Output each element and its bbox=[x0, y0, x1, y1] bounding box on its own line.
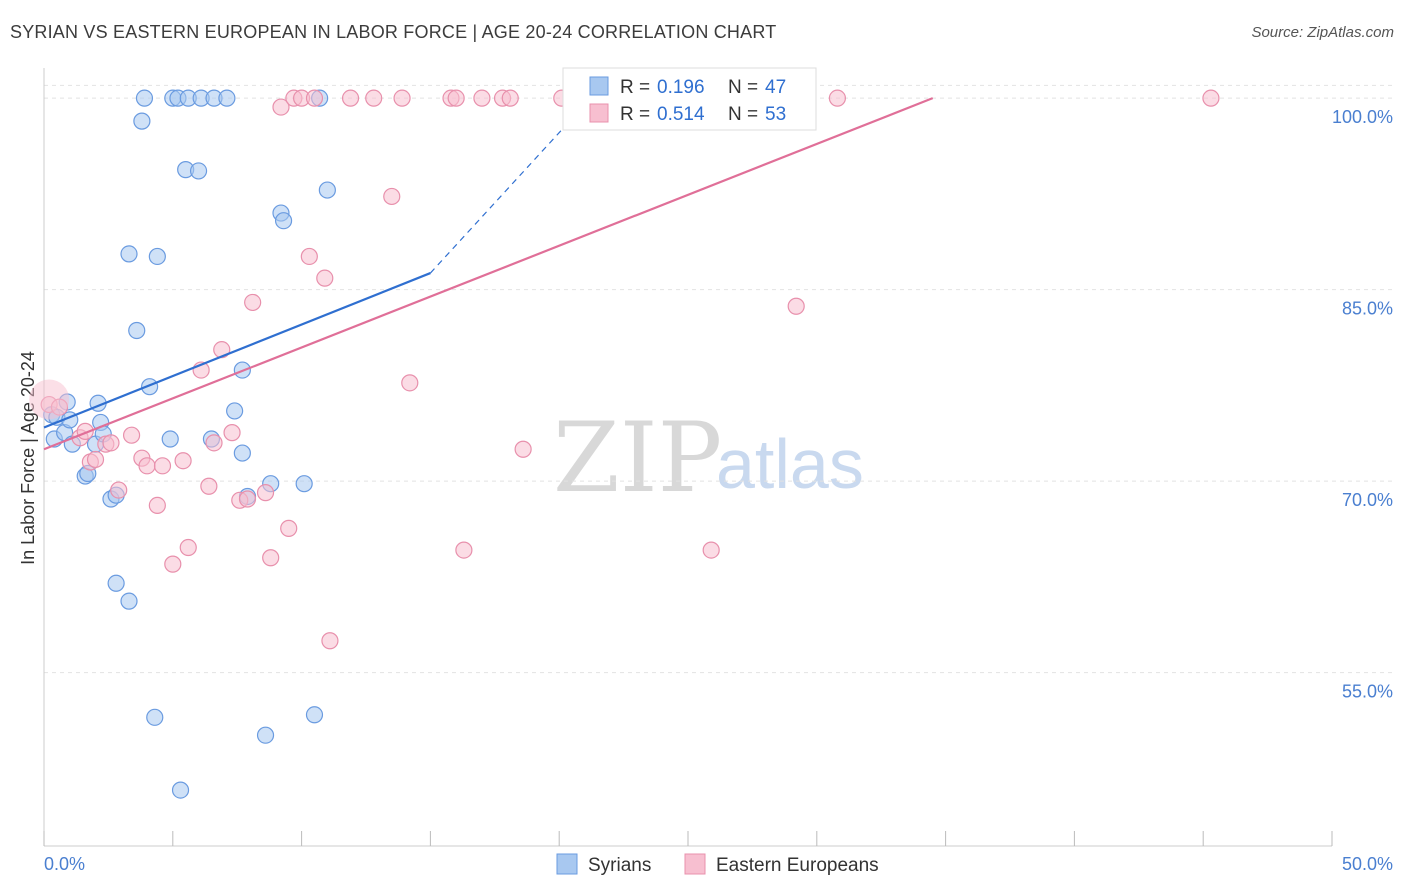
series-eastern-europeans bbox=[29, 89, 1220, 650]
data-point bbox=[138, 457, 156, 475]
data-point bbox=[148, 496, 166, 515]
data-point bbox=[218, 89, 236, 107]
data-point bbox=[401, 374, 419, 392]
data-point bbox=[171, 781, 190, 799]
x-tick-label-min: 0.0% bbox=[44, 854, 85, 874]
data-point bbox=[120, 245, 138, 263]
data-point bbox=[189, 162, 208, 180]
legend-r-label-eastern: R = bbox=[620, 104, 650, 125]
data-point bbox=[316, 269, 334, 287]
data-point bbox=[702, 541, 720, 559]
data-point bbox=[365, 89, 383, 107]
trend-lines bbox=[43, 97, 934, 451]
data-point bbox=[393, 89, 411, 107]
data-point bbox=[383, 187, 401, 206]
data-point bbox=[455, 541, 473, 559]
data-point bbox=[179, 538, 197, 557]
data-point bbox=[110, 481, 128, 499]
bottom-legend-label-syrians: Syrians bbox=[588, 855, 651, 876]
stats-legend: R = 0.196 N = 47 R = 0.514 N = 53 bbox=[562, 67, 817, 131]
data-point bbox=[226, 402, 244, 420]
data-point bbox=[164, 555, 182, 573]
data-point-cluster bbox=[29, 379, 70, 420]
series-syrians bbox=[43, 89, 336, 799]
data-point bbox=[146, 708, 164, 726]
legend-r-label-syrians: R = bbox=[620, 77, 650, 98]
data-point bbox=[107, 574, 125, 592]
data-point bbox=[153, 457, 172, 475]
data-point bbox=[256, 726, 275, 744]
data-point bbox=[447, 89, 465, 107]
source-label: Source: ZipAtlas.com bbox=[1251, 24, 1394, 41]
data-point bbox=[321, 632, 339, 650]
data-point bbox=[86, 450, 105, 469]
data-point bbox=[120, 592, 138, 610]
data-point bbox=[256, 484, 275, 502]
data-point bbox=[244, 293, 262, 312]
data-point bbox=[1202, 89, 1220, 107]
data-point bbox=[200, 477, 218, 495]
data-point bbox=[295, 475, 313, 493]
y-tick-label: 100.0% bbox=[1332, 107, 1393, 127]
series-legend: Syrians Eastern Europeans bbox=[556, 853, 879, 876]
bottom-legend-swatch-eastern bbox=[684, 853, 706, 875]
data-point bbox=[305, 706, 324, 724]
data-point bbox=[828, 89, 847, 107]
trend-line-syrians-extension bbox=[429, 104, 586, 274]
data-point bbox=[280, 519, 298, 537]
data-point bbox=[272, 98, 290, 116]
grid-lines bbox=[44, 84, 1393, 674]
legend-swatch-eastern bbox=[589, 103, 609, 123]
y-tick-label: 55.0% bbox=[1342, 682, 1393, 702]
data-point bbox=[233, 444, 251, 462]
data-point bbox=[318, 181, 336, 199]
legend-n-value-eastern: 53 bbox=[765, 104, 786, 125]
bottom-legend-label-eastern: Eastern Europeans bbox=[716, 855, 879, 876]
data-point bbox=[205, 434, 223, 452]
data-point bbox=[262, 549, 280, 567]
data-point bbox=[135, 89, 154, 107]
y-tick-label: 85.0% bbox=[1342, 299, 1393, 319]
data-point bbox=[238, 490, 257, 508]
data-point bbox=[305, 89, 324, 107]
legend-swatch-syrians bbox=[589, 76, 609, 96]
legend-n-label-syrians: N = bbox=[728, 77, 758, 98]
data-point bbox=[341, 89, 360, 107]
data-point bbox=[300, 247, 318, 266]
y-tick-label: 70.0% bbox=[1342, 490, 1393, 510]
legend-n-label-eastern: N = bbox=[728, 104, 758, 125]
legend-r-value-eastern: 0.514 bbox=[657, 104, 705, 125]
y-tick-labels: 55.0% 70.0% 85.0% 100.0% bbox=[1332, 107, 1393, 702]
watermark-zip: ZIP bbox=[553, 402, 722, 514]
data-point bbox=[161, 430, 179, 448]
data-point bbox=[174, 452, 192, 470]
data-point bbox=[787, 297, 805, 315]
data-point bbox=[501, 89, 519, 107]
x-tick-label-max: 50.0% bbox=[1342, 854, 1393, 874]
data-point bbox=[148, 247, 166, 266]
data-point bbox=[133, 112, 151, 130]
bottom-legend-swatch-syrians bbox=[556, 853, 578, 875]
data-point bbox=[514, 440, 532, 458]
data-point bbox=[223, 424, 241, 442]
y-axis-title: In Labor Force | Age 20-24 bbox=[18, 351, 38, 565]
data-point bbox=[274, 212, 293, 230]
trend-line-syrians bbox=[43, 272, 431, 429]
data-point bbox=[122, 426, 141, 444]
data-point bbox=[128, 321, 146, 340]
data-point bbox=[473, 89, 491, 107]
chart-title: SYRIAN VS EASTERN EUROPEAN IN LABOR FORC… bbox=[10, 22, 777, 42]
trend-line-eastern-europeans bbox=[43, 97, 934, 451]
x-ticks bbox=[43, 831, 1333, 846]
legend-n-value-syrians: 47 bbox=[765, 77, 786, 98]
legend-r-value-syrians: 0.196 bbox=[657, 77, 705, 98]
watermark-atlas: atlas bbox=[716, 425, 864, 503]
data-point bbox=[102, 434, 120, 452]
